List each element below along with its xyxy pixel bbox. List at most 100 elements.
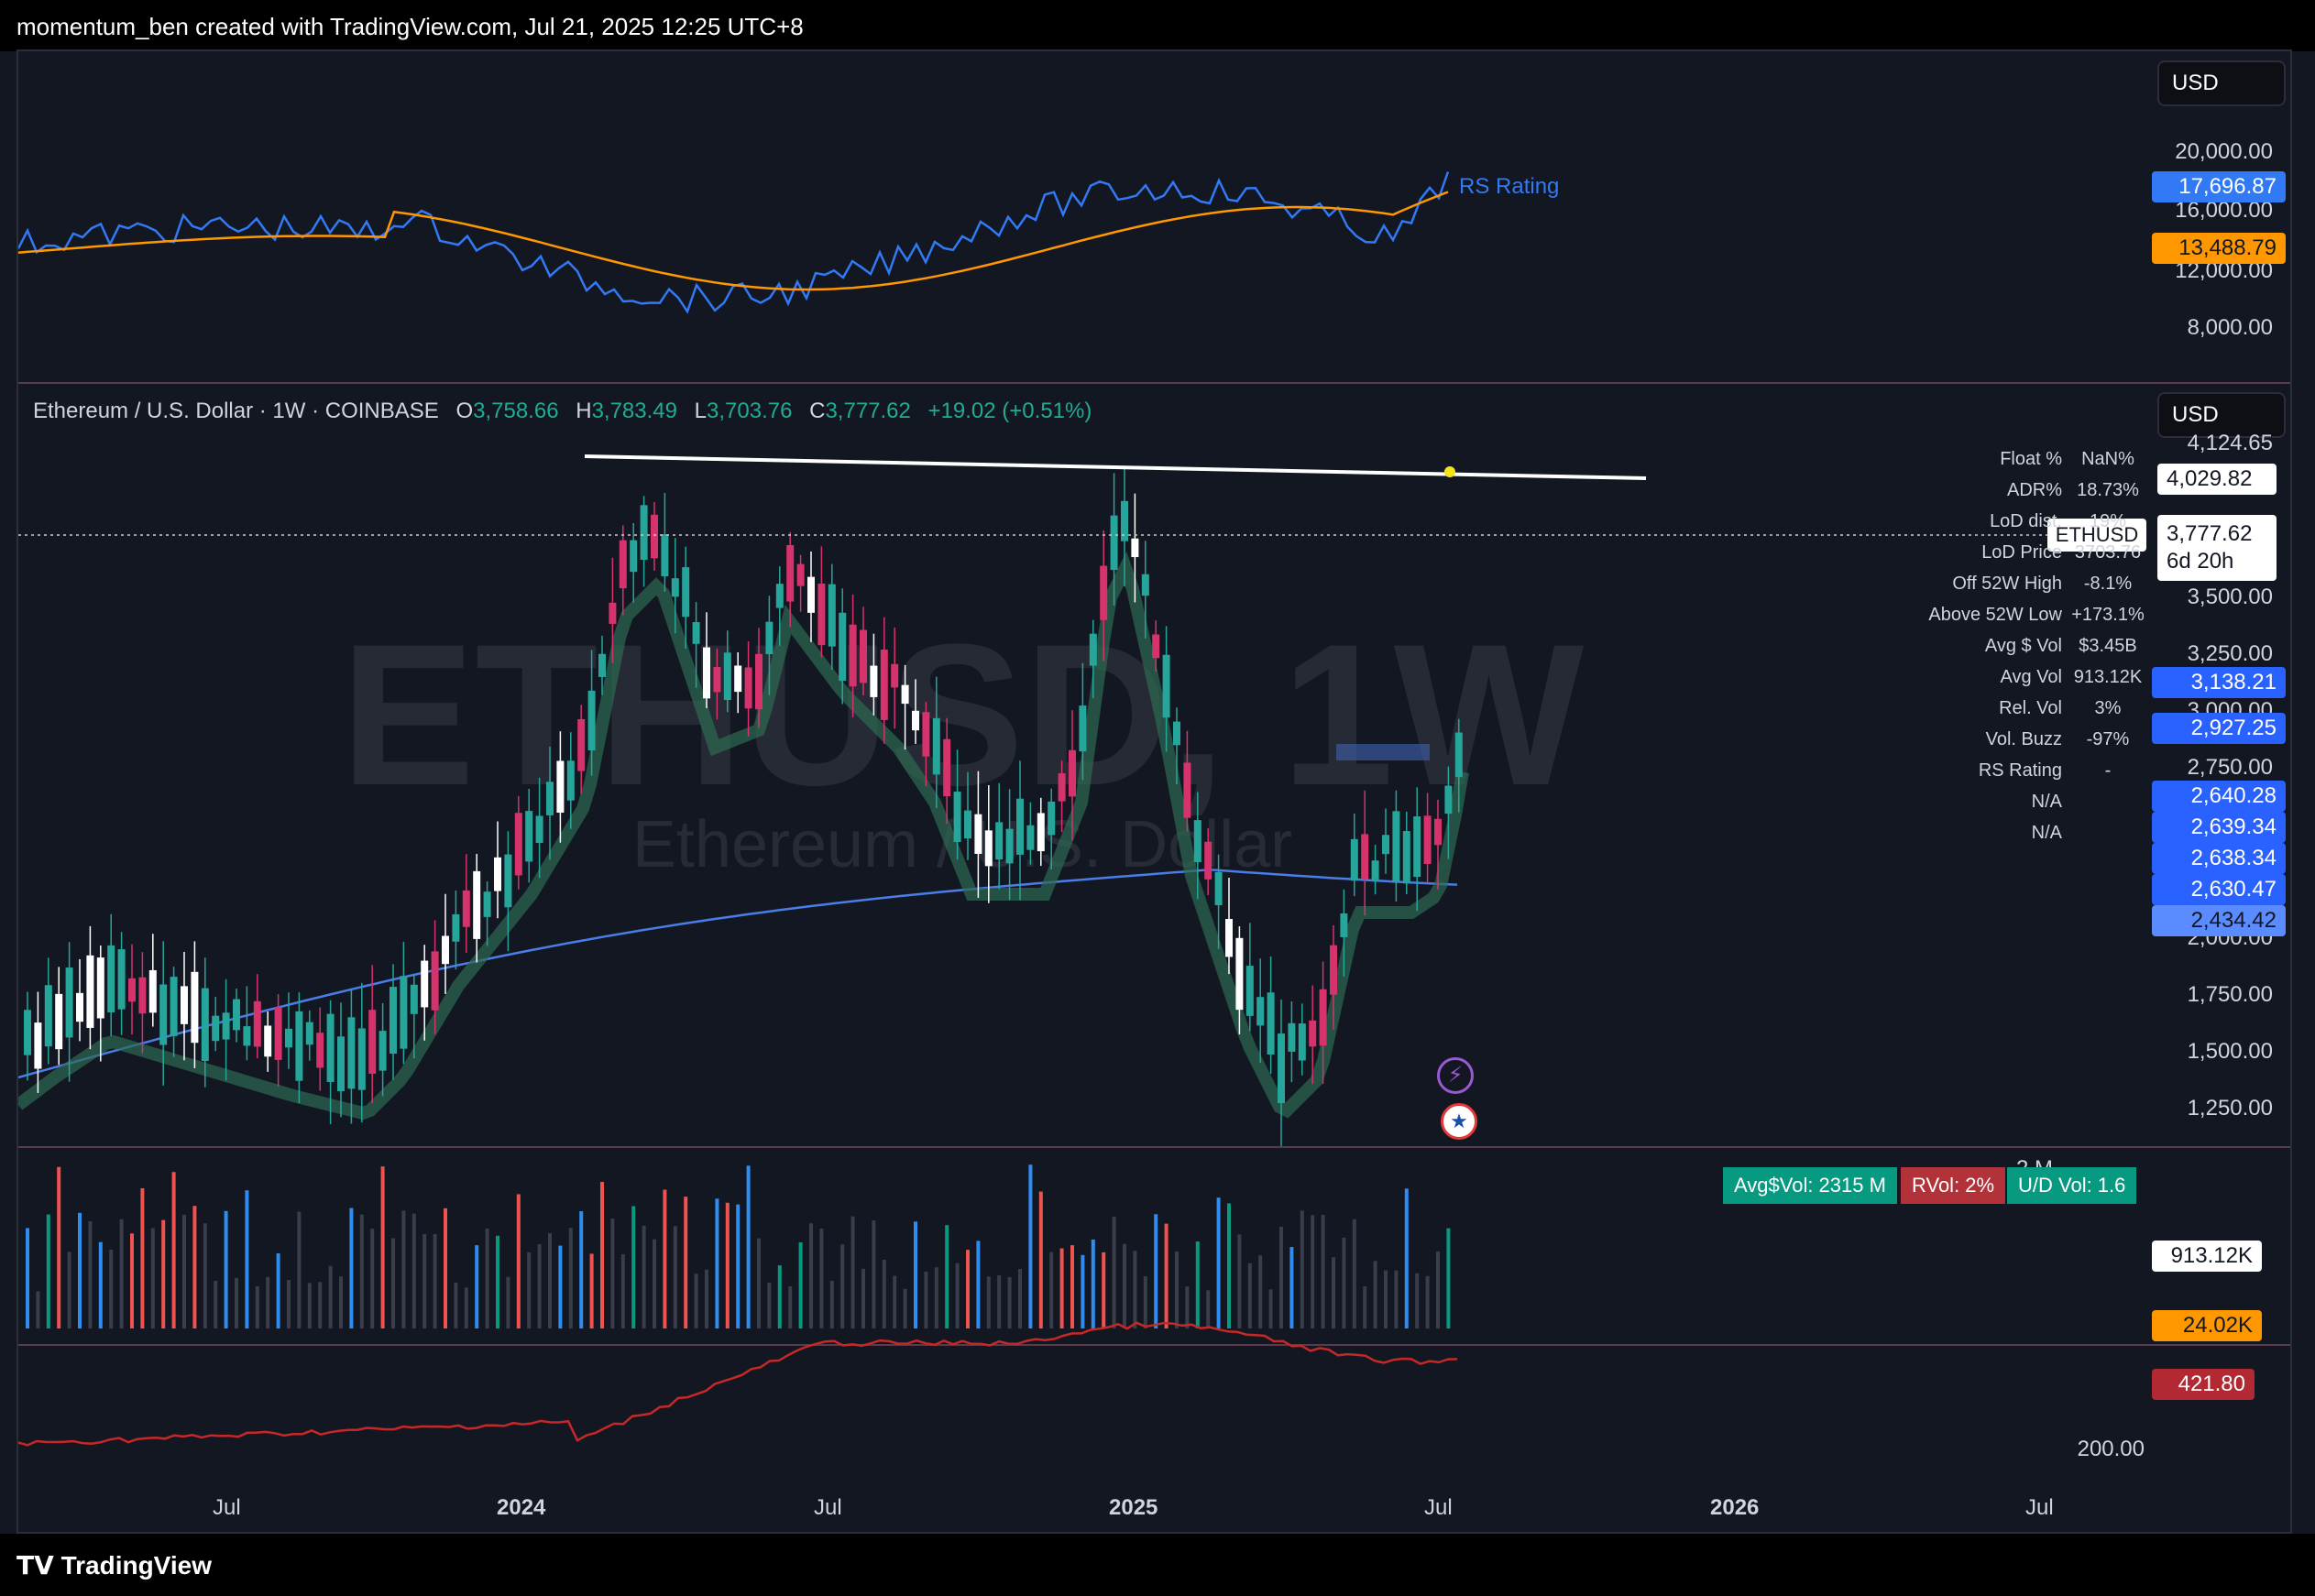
bar-countdown: 6d 20h [2167,549,2234,574]
candle-body [786,544,795,602]
candle-body [1037,813,1045,852]
ma-badge: 2,630.47 [2152,874,2286,905]
stat-value: $3.45B [2079,636,2137,656]
candle-body [1278,1033,1285,1103]
candle-body [212,1015,220,1042]
candle-body [640,505,648,561]
candle-body [807,576,815,613]
price-axis-tick: 3,250.00 [2187,641,2273,666]
candle-body [1058,773,1066,802]
price-axis-tick: 1,500.00 [2187,1039,2273,1064]
high-value: 3,783.49 [591,399,677,423]
volume-bar [245,1190,249,1328]
candle-body [682,567,690,618]
volume-bar [255,1285,259,1328]
candle-body [964,810,971,839]
low-label: L [694,399,708,423]
stat-value: -8.1% [2083,574,2133,594]
volume-bar [568,1228,573,1328]
symbol-legend[interactable]: Ethereum / U.S. Dollar · 1W · COINBASE O… [33,399,1092,424]
volume-bar [1216,1197,1221,1328]
volume-bar [1028,1164,1033,1328]
volume-bar [1237,1234,1242,1328]
candle-body [1402,831,1410,884]
volume-bar [1394,1270,1399,1328]
volume-bar [631,1206,636,1328]
stat-value: 3703.76 [2074,542,2142,563]
volume-bar [840,1244,845,1328]
candle-body [138,977,147,1014]
trendline-anchor [1444,466,1455,477]
stat-value: 18.73% [2077,480,2139,500]
volume-bar [1018,1268,1022,1328]
candle-body [922,712,930,757]
stat-label: Rel. Vol [1999,698,2062,718]
volume-bar [767,1283,772,1328]
volume-bar [1258,1255,1263,1328]
candle-body [233,999,240,1031]
volume-bar [829,1280,834,1328]
volume-bar [1247,1263,1252,1328]
candle-body [285,1028,292,1048]
volume-bar [1049,1252,1054,1328]
candle-body [995,822,1004,860]
volume-bar [1227,1203,1231,1328]
attribution-text: momentum_ben created with TradingView.co… [16,13,804,40]
flash-event-icon[interactable]: ⚡ [1437,1057,1474,1094]
volume-bar [1268,1289,1273,1328]
chart-frame[interactable]: ETHUSD, 1W Ethereum / U.S. Dollar USD RS… [16,49,2292,1534]
candle-body [713,667,721,693]
volume-bar [26,1228,29,1328]
candle-body [1100,565,1108,620]
stat-value: - [2104,760,2112,781]
candle-body [849,624,857,687]
chart-canvas[interactable]: ETHUSD, 1W Ethereum / U.S. Dollar [18,51,2292,1534]
candle-body [1235,937,1244,1011]
volume-bar [1195,1241,1200,1328]
volume-bar [36,1291,40,1328]
candle-body [347,1017,356,1089]
rs-currency-selector[interactable]: USD [2157,60,2286,106]
volume-bar [140,1187,145,1328]
volume-bar [1289,1247,1294,1328]
ma-badge: 3,138.21 [2152,667,2286,698]
candle-body [107,945,115,1012]
volume-bar [78,1212,82,1328]
volume-bar [914,1221,917,1328]
candle-body [525,811,533,862]
volume-bar [945,1225,949,1328]
volume-bar [1446,1228,1451,1328]
volume-bar [297,1211,302,1328]
stat-label: N/A [2031,792,2062,812]
candle-body [24,1010,31,1055]
candle-body [1026,825,1035,850]
candle-body [1089,633,1097,666]
symbol-title: Ethereum / U.S. Dollar · 1W · COINBASE [33,399,439,423]
candle-body [128,978,136,1002]
volume-ma-badge: 24.02K [2152,1310,2262,1341]
volume-bar [401,1210,406,1328]
candle-body [337,1036,345,1092]
candle-body [76,992,83,1022]
ema-ribbon [18,552,1469,1120]
low-value: 3,703.76 [707,399,793,423]
us-flag-event-icon[interactable]: ★ [1441,1103,1477,1140]
time-axis-tick: Jul [1424,1495,1453,1520]
volume-bar [1102,1252,1106,1328]
close-value: 3,777.62 [825,399,911,423]
rs-rating-label: RS Rating [1459,174,1560,199]
ma-badge: 2,638.34 [2152,843,2286,874]
candle-body [1079,705,1087,752]
indicator-value-badge: 421.80 [2152,1369,2255,1400]
volume-bar [359,1214,364,1328]
candle-body [1069,749,1076,797]
price-currency-selector[interactable]: USD [2157,392,2286,438]
price-axis-tick: 3,500.00 [2187,585,2273,609]
candle-body [400,976,408,1049]
volume-bar [1175,1252,1179,1328]
candle-body [796,563,805,586]
candle-body [943,738,951,797]
tradingview-logo[interactable]: 𝗧𝗩 TradingView [16,1550,212,1580]
resistance-price-badge: 4,029.82 [2157,464,2277,495]
symbol-price-tag: ETHUSD [2047,519,2146,552]
